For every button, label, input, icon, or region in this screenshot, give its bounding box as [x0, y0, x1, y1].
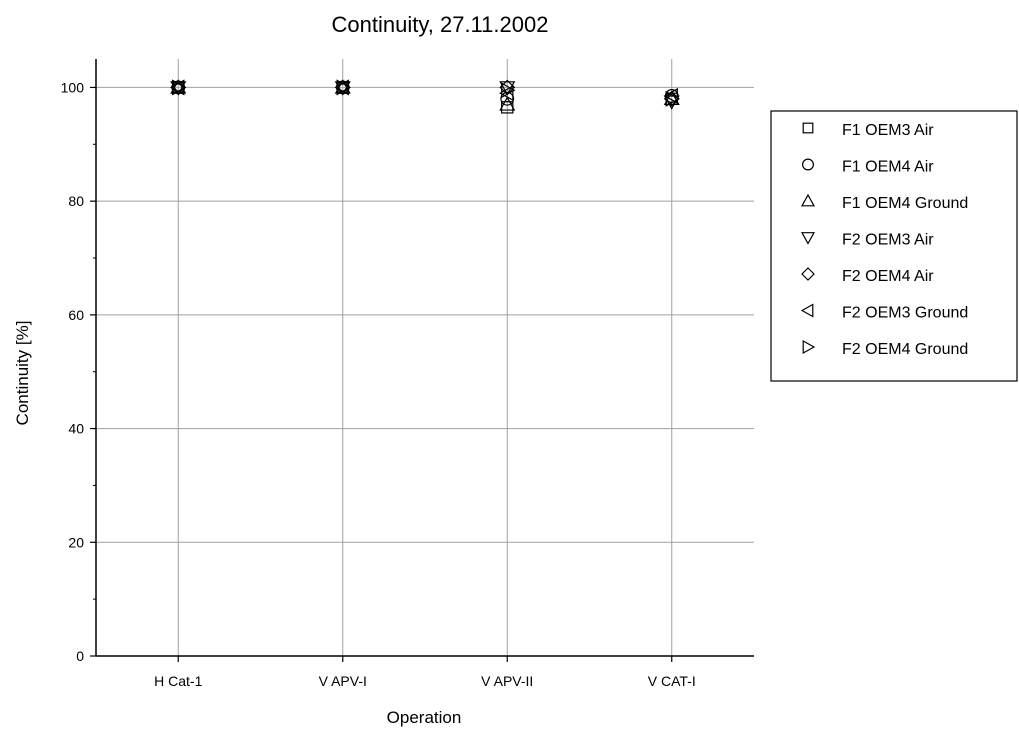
legend-box — [770, 110, 1018, 382]
legend-label: F1 OEM4 Ground — [842, 195, 968, 212]
data-point-diamond — [663, 90, 680, 107]
legend-marker-circle — [801, 158, 814, 171]
x-tick-labels: H Cat-1 V APV-I V APV-II V CAT-I — [154, 673, 696, 689]
data-point-triangle-up — [499, 96, 516, 111]
data-point-triangle-right — [172, 79, 187, 96]
grid-lines — [96, 59, 754, 656]
data-point-triangle-left — [499, 85, 514, 102]
data-point-triangle-right — [501, 82, 516, 99]
y-tick-label: 80 — [68, 193, 84, 209]
x-tick-label: V APV-II — [481, 673, 533, 689]
axes — [90, 59, 754, 662]
y-axis-label: Continuity [%] — [13, 321, 32, 426]
y-tick-label: 40 — [68, 421, 84, 437]
data-point-circle — [500, 91, 515, 106]
legend: F1 OEM3 Air F1 OEM4 Air F1 OEM4 Ground F2 O… — [770, 110, 1018, 382]
legend-label: F2 OEM3 Ground — [842, 305, 968, 322]
legend-label: F2 OEM3 Air — [842, 232, 934, 249]
chart-title: Continuity, 27.11.2002 — [332, 12, 549, 37]
data-point-diamond — [170, 79, 187, 96]
legend-marker-triangle-right — [802, 339, 816, 355]
data-point-triangle-right — [336, 79, 351, 96]
y-tick-label: 60 — [68, 307, 84, 323]
legend-marker-diamond — [801, 267, 815, 281]
data-point-triangle-down — [334, 81, 351, 96]
legend-label: F2 OEM4 Air — [842, 268, 934, 285]
x-tick-label: H Cat-1 — [154, 673, 202, 689]
y-tick-labels: 0 20 40 60 80 100 — [61, 79, 85, 664]
data-point-triangle-left — [170, 79, 185, 96]
legend-label: F2 OEM4 Ground — [842, 341, 968, 358]
data-point-triangle-right — [665, 90, 680, 107]
legend-label: F1 OEM4 Air — [842, 159, 934, 176]
y-tick-label: 100 — [61, 79, 85, 95]
data-point-triangle-up — [170, 79, 187, 94]
legend-marker-square — [802, 122, 814, 134]
legend-marker-triangle-down — [800, 232, 816, 245]
data-point-triangle-down — [170, 81, 187, 96]
data-point-triangle-left — [334, 79, 349, 96]
data-point-diamond — [334, 79, 351, 96]
legend-marker-triangle-up — [800, 193, 816, 207]
data-point-triangle-up — [334, 79, 351, 94]
legend-label: F1 OEM3 Air — [842, 122, 934, 139]
legend-marker-triangle-left — [800, 303, 814, 318]
y-tick-label: 20 — [68, 534, 84, 550]
x-tick-label: V APV-I — [319, 673, 367, 689]
y-tick-label: 0 — [76, 648, 84, 664]
data-points — [170, 79, 680, 114]
x-axis-label: Operation — [387, 708, 462, 727]
x-tick-label: V CAT-I — [648, 673, 696, 689]
data-point-triangle-left — [663, 87, 678, 104]
